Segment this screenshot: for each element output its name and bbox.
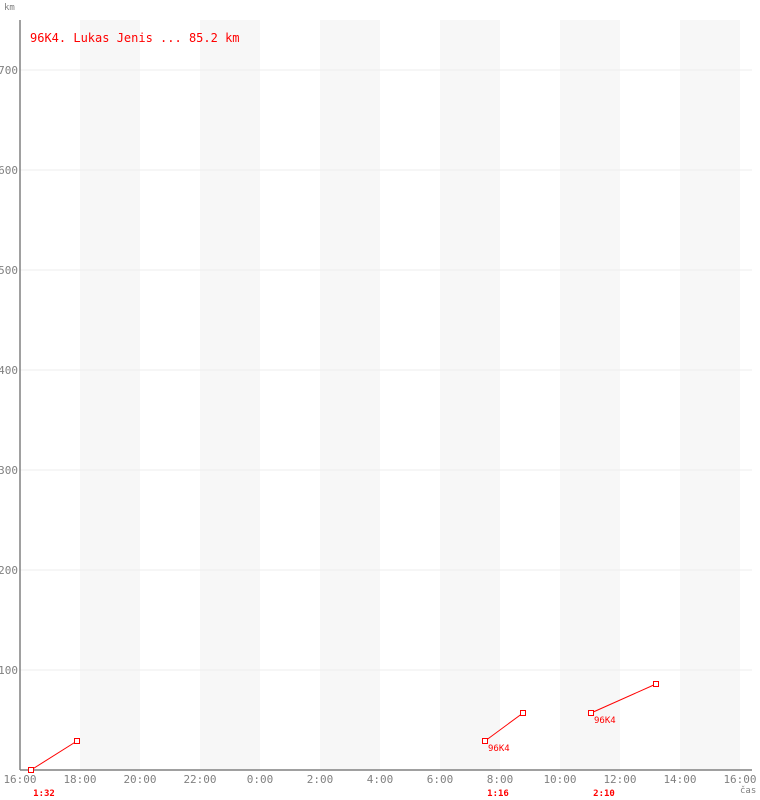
y-tick-label: 300 — [0, 464, 18, 477]
x-tick-label: 18:00 — [63, 773, 96, 786]
data-point — [28, 767, 34, 773]
x-tick-label: 12:00 — [603, 773, 636, 786]
duration-label: 1:16 — [487, 789, 509, 799]
y-tick-label: 700 — [0, 64, 18, 77]
y-axis-label: km — [4, 3, 15, 13]
grid-band — [440, 20, 500, 770]
data-point — [520, 710, 526, 716]
x-tick-label: 16:00 — [3, 773, 36, 786]
x-tick-label: 6:00 — [427, 773, 454, 786]
duration-label: 1:32 — [33, 789, 55, 799]
grid-band — [200, 20, 260, 770]
data-point — [74, 738, 80, 744]
grid-band — [680, 20, 740, 770]
x-tick-label: 22:00 — [183, 773, 216, 786]
segment-label: 96K4 — [594, 716, 616, 726]
y-tick-label: 500 — [0, 264, 18, 277]
x-tick-label: 0:00 — [247, 773, 274, 786]
x-tick-label: 10:00 — [543, 773, 576, 786]
y-tick-label: 200 — [0, 564, 18, 577]
grid-band — [320, 20, 380, 770]
x-tick-label: 8:00 — [487, 773, 514, 786]
chart-title: 96K4. Lukas Jenis ... 85.2 km — [30, 31, 240, 45]
segment-line — [30, 740, 78, 771]
x-tick-label: 4:00 — [367, 773, 394, 786]
segment-line — [484, 712, 524, 742]
grid-band — [560, 20, 620, 770]
x-tick-label: 16:00 — [723, 773, 756, 786]
y-tick-label: 100 — [0, 664, 18, 677]
grid-band — [80, 20, 140, 770]
data-point — [653, 681, 659, 687]
x-tick-label: 20:00 — [123, 773, 156, 786]
segment-label: 96K4 — [488, 744, 510, 754]
y-tick-label: 600 — [0, 164, 18, 177]
x-tick-label: 14:00 — [663, 773, 696, 786]
duration-label: 2:10 — [593, 789, 615, 799]
segment-line — [590, 683, 657, 714]
data-point — [482, 738, 488, 744]
data-point — [588, 710, 594, 716]
x-axis-label: čas — [740, 785, 756, 796]
x-tick-label: 2:00 — [307, 773, 334, 786]
y-tick-label: 400 — [0, 364, 18, 377]
